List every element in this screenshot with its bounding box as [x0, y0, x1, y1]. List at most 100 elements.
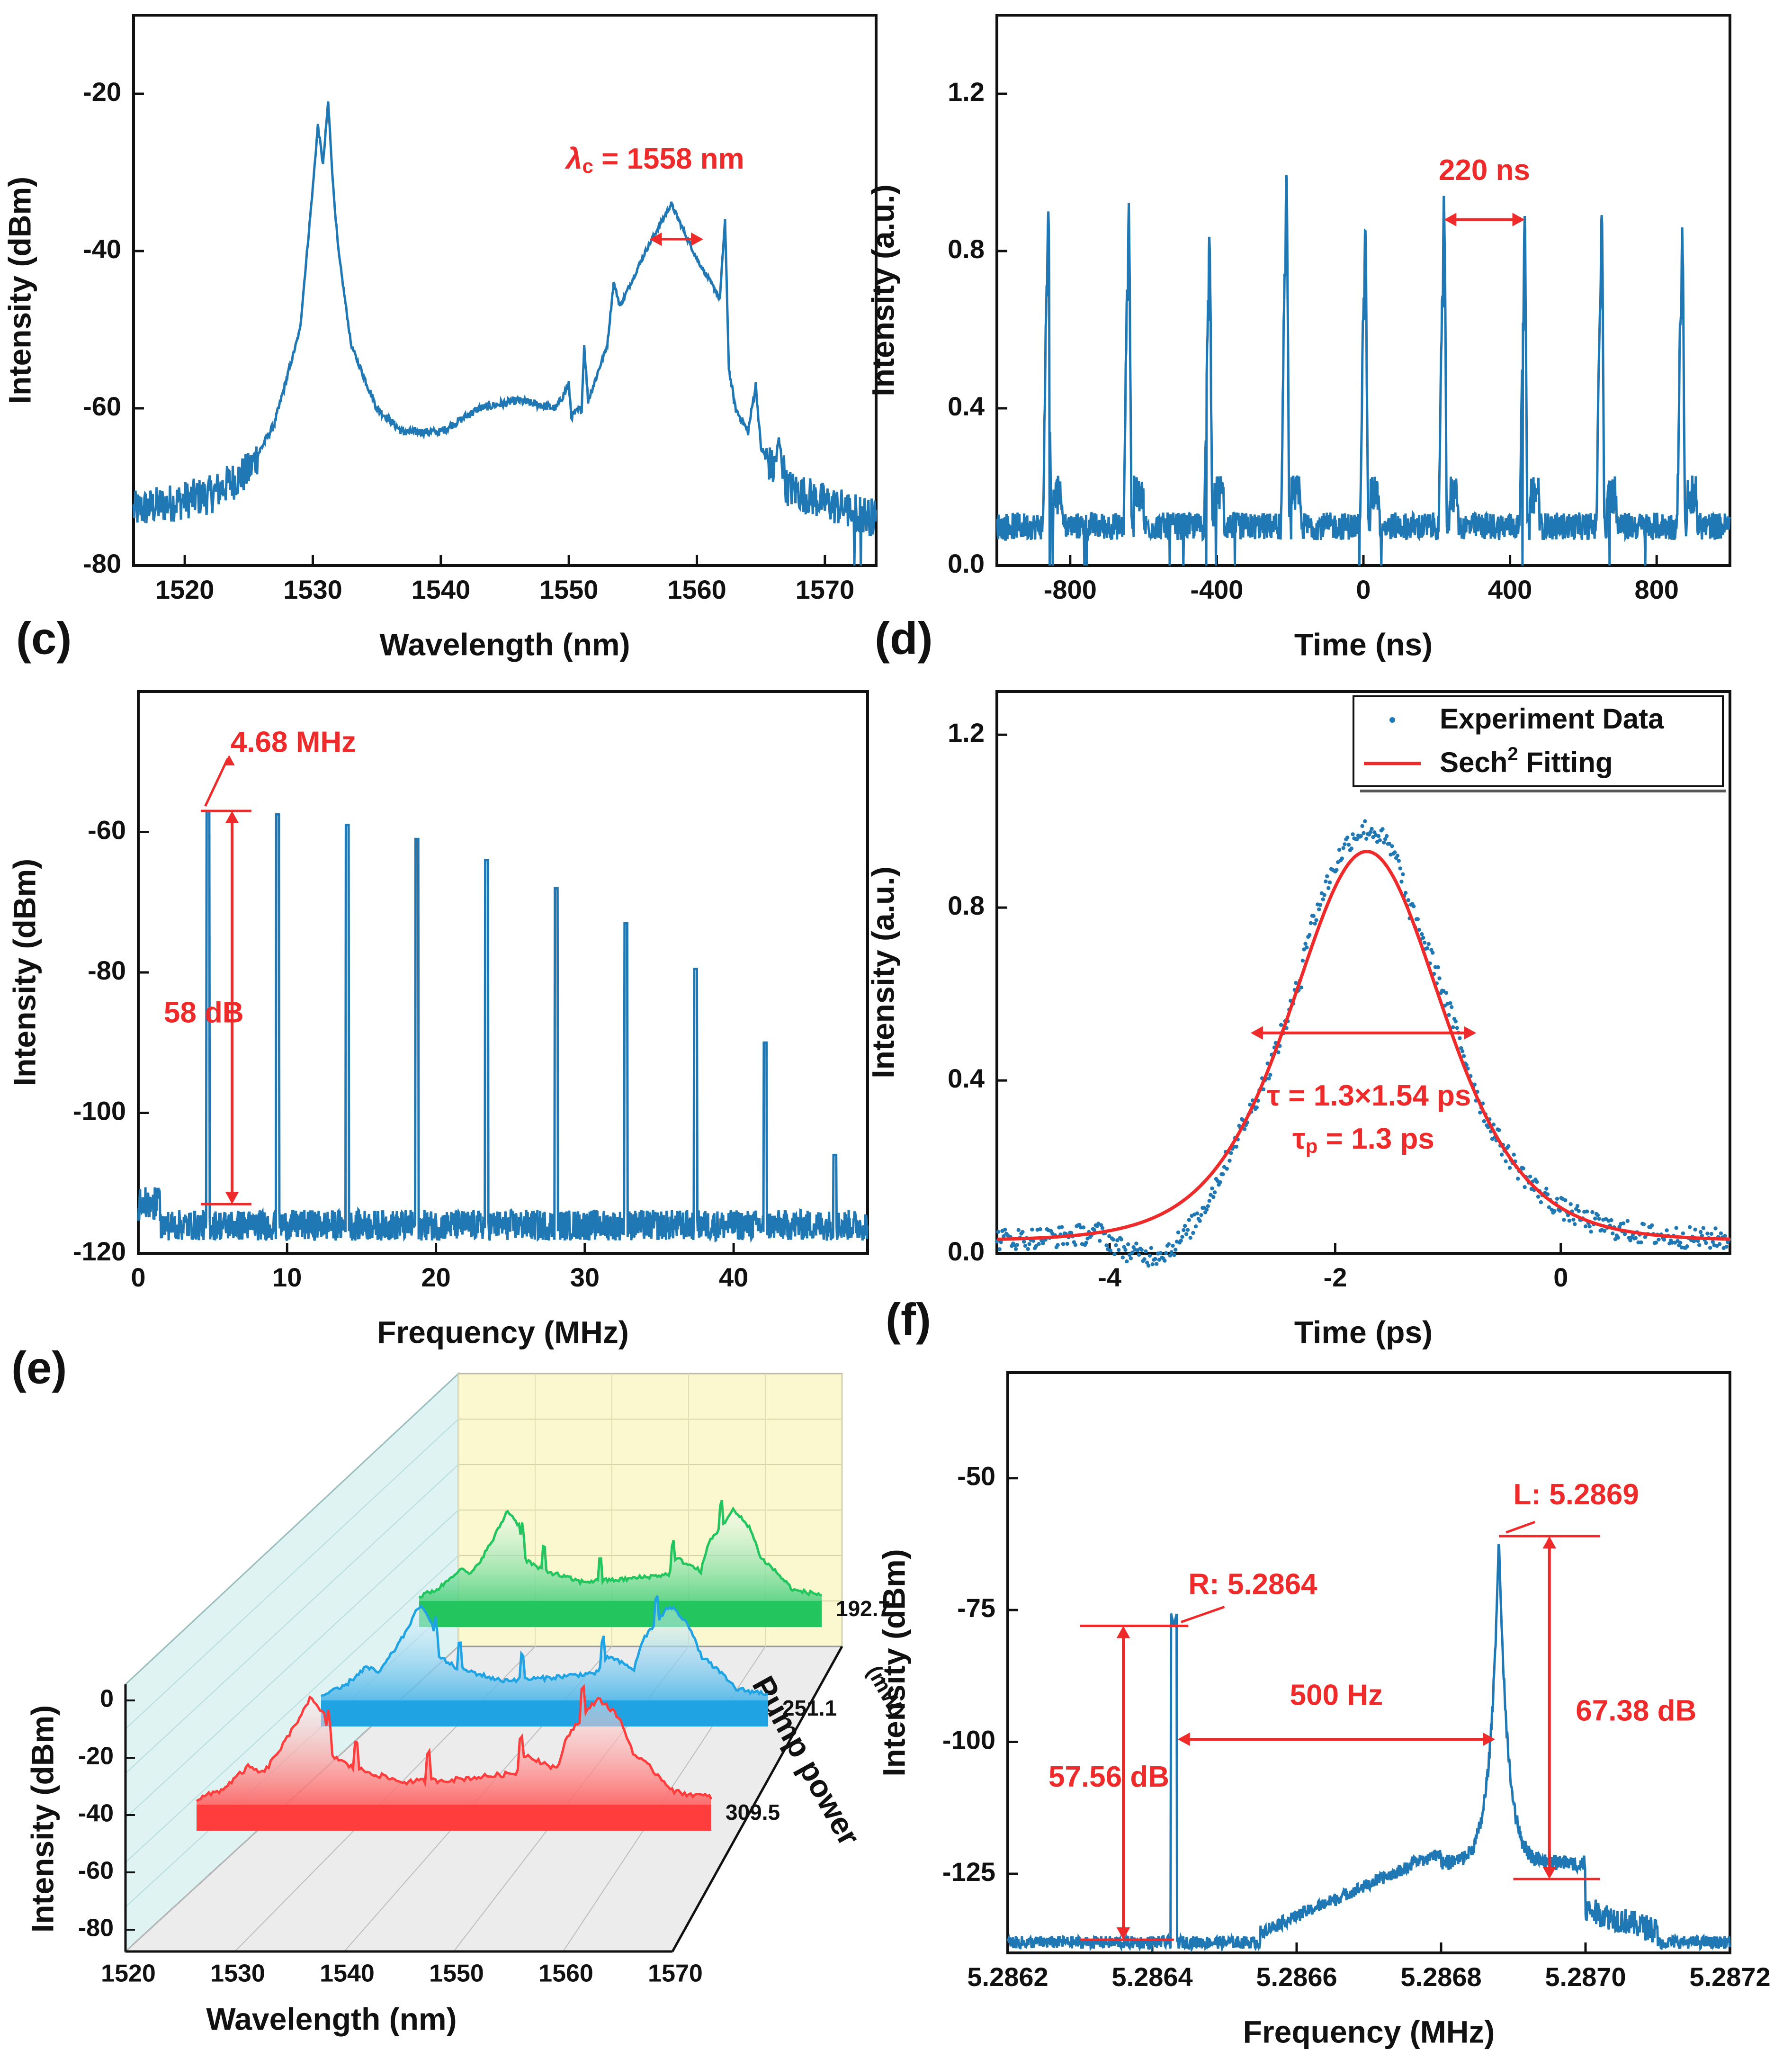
data-point [1595, 1213, 1600, 1217]
data-point [1311, 914, 1316, 918]
data-point [1037, 1242, 1041, 1246]
x-tick-label: 1560 [667, 575, 726, 604]
data-point [1547, 1205, 1551, 1209]
data-point [1324, 879, 1328, 884]
data-point [1535, 1180, 1539, 1184]
data-point [1234, 1144, 1238, 1149]
pointer-line [1181, 1606, 1225, 1623]
data-point [1453, 1019, 1458, 1024]
data-point [1363, 819, 1367, 824]
data-point [1034, 1244, 1039, 1248]
snr-label: 58 dB [164, 996, 244, 1029]
y-tick-label: -40 [83, 234, 121, 264]
data-point [1633, 1236, 1638, 1241]
data-point [1380, 827, 1385, 831]
x-tick-label: 5.2866 [1256, 1962, 1337, 1992]
data-point [1403, 890, 1408, 895]
x-tick-label: 5.2862 [967, 1962, 1048, 1992]
x-axis-label: Frequency (MHz) [1243, 2014, 1495, 2049]
y-tick-label: -40 [78, 1800, 114, 1827]
data-point [997, 1247, 1002, 1251]
y-tick-label: -20 [83, 77, 121, 107]
data-point [999, 1240, 1003, 1244]
data-point [1204, 1207, 1209, 1212]
data-point [1026, 1247, 1030, 1251]
data-point [1420, 932, 1424, 936]
arrow-head [1483, 1732, 1495, 1746]
data-point [1146, 1263, 1151, 1268]
experiment-data-points [995, 819, 1731, 1268]
data-point [1558, 1209, 1562, 1213]
data-point [1142, 1257, 1147, 1261]
data-point [1179, 1239, 1183, 1243]
data-point [1478, 1110, 1482, 1115]
data-point [1337, 847, 1342, 852]
y-tick-label: 0 [100, 1685, 114, 1713]
arrow-head [1512, 213, 1525, 226]
y-tick-label: -80 [78, 1915, 114, 1942]
data-point [1210, 1186, 1214, 1191]
data-point [1401, 872, 1405, 877]
data-point [1150, 1262, 1155, 1267]
data-point [1157, 1258, 1162, 1262]
data-point [1343, 842, 1347, 846]
data-point [1398, 866, 1402, 871]
data-point [1544, 1187, 1549, 1191]
x-tick-label: 1570 [648, 1960, 703, 1987]
data-point [1688, 1225, 1692, 1229]
data-point [1431, 951, 1435, 955]
data-point [1574, 1207, 1578, 1211]
data-point [1436, 965, 1440, 970]
arrow-head [225, 1192, 239, 1205]
data-point [1299, 985, 1304, 989]
data-point [1182, 1228, 1186, 1232]
data-point [1603, 1229, 1607, 1233]
data-point [1657, 1237, 1661, 1242]
y-axis-label: Intensity (dBm) [25, 1705, 60, 1933]
x-tick-label: -2 [1324, 1262, 1347, 1292]
data-point [1129, 1256, 1133, 1260]
y-tick-label: -75 [957, 1593, 995, 1623]
data-point [1639, 1240, 1643, 1245]
data-point [1393, 850, 1397, 854]
x-tick-label: 0 [131, 1262, 145, 1292]
data-point [1397, 859, 1401, 863]
data-point [1491, 1123, 1496, 1127]
x-tick-label: 5.2872 [1689, 1962, 1770, 1992]
data-point [1359, 834, 1363, 838]
data-point [1346, 843, 1351, 847]
y-tick-label: 0.0 [948, 1236, 985, 1266]
data-point [1609, 1218, 1613, 1223]
legend-box [1353, 695, 1724, 787]
x-axis-label: Time (ns) [1294, 627, 1433, 662]
trace-base [419, 1601, 822, 1627]
data-point [1335, 868, 1339, 872]
x-tick-label: -800 [1044, 575, 1097, 604]
rf-spectrum-line [137, 809, 869, 1243]
pulse-width-label: τ = 1.3×1.54 ps [1267, 1079, 1471, 1112]
data-point [1693, 1227, 1697, 1232]
data-point [1127, 1252, 1132, 1257]
gridline [125, 1419, 459, 1729]
x-tick-label: 400 [1488, 575, 1532, 604]
x-tick-label: 5.2868 [1400, 1962, 1481, 1992]
data-point [1650, 1223, 1654, 1228]
data-point [1185, 1228, 1190, 1232]
y-tick-label: 1.2 [948, 718, 985, 747]
panel-b: 0.0 0.4 0.8 1.2 -800 -400 0 400 800 Time (ns) Inte… [865, 14, 1731, 662]
data-point [1696, 1239, 1700, 1243]
data-point [1183, 1223, 1187, 1228]
data-point [1590, 1210, 1595, 1214]
data-point [1575, 1204, 1580, 1208]
data-point [1300, 958, 1305, 963]
x-tick-label: 10 [272, 1262, 302, 1292]
legend: Experiment Data Sech2 Fitting [1353, 695, 1726, 792]
x-tick-label: 1540 [412, 575, 471, 604]
data-point [1038, 1227, 1042, 1232]
pointer-line [1505, 1520, 1536, 1534]
arrow-head [1116, 1626, 1130, 1638]
data-point [1681, 1231, 1685, 1236]
data-point [1030, 1227, 1034, 1232]
x-tick-label: 5.2864 [1111, 1962, 1192, 1992]
data-point [1625, 1219, 1630, 1223]
